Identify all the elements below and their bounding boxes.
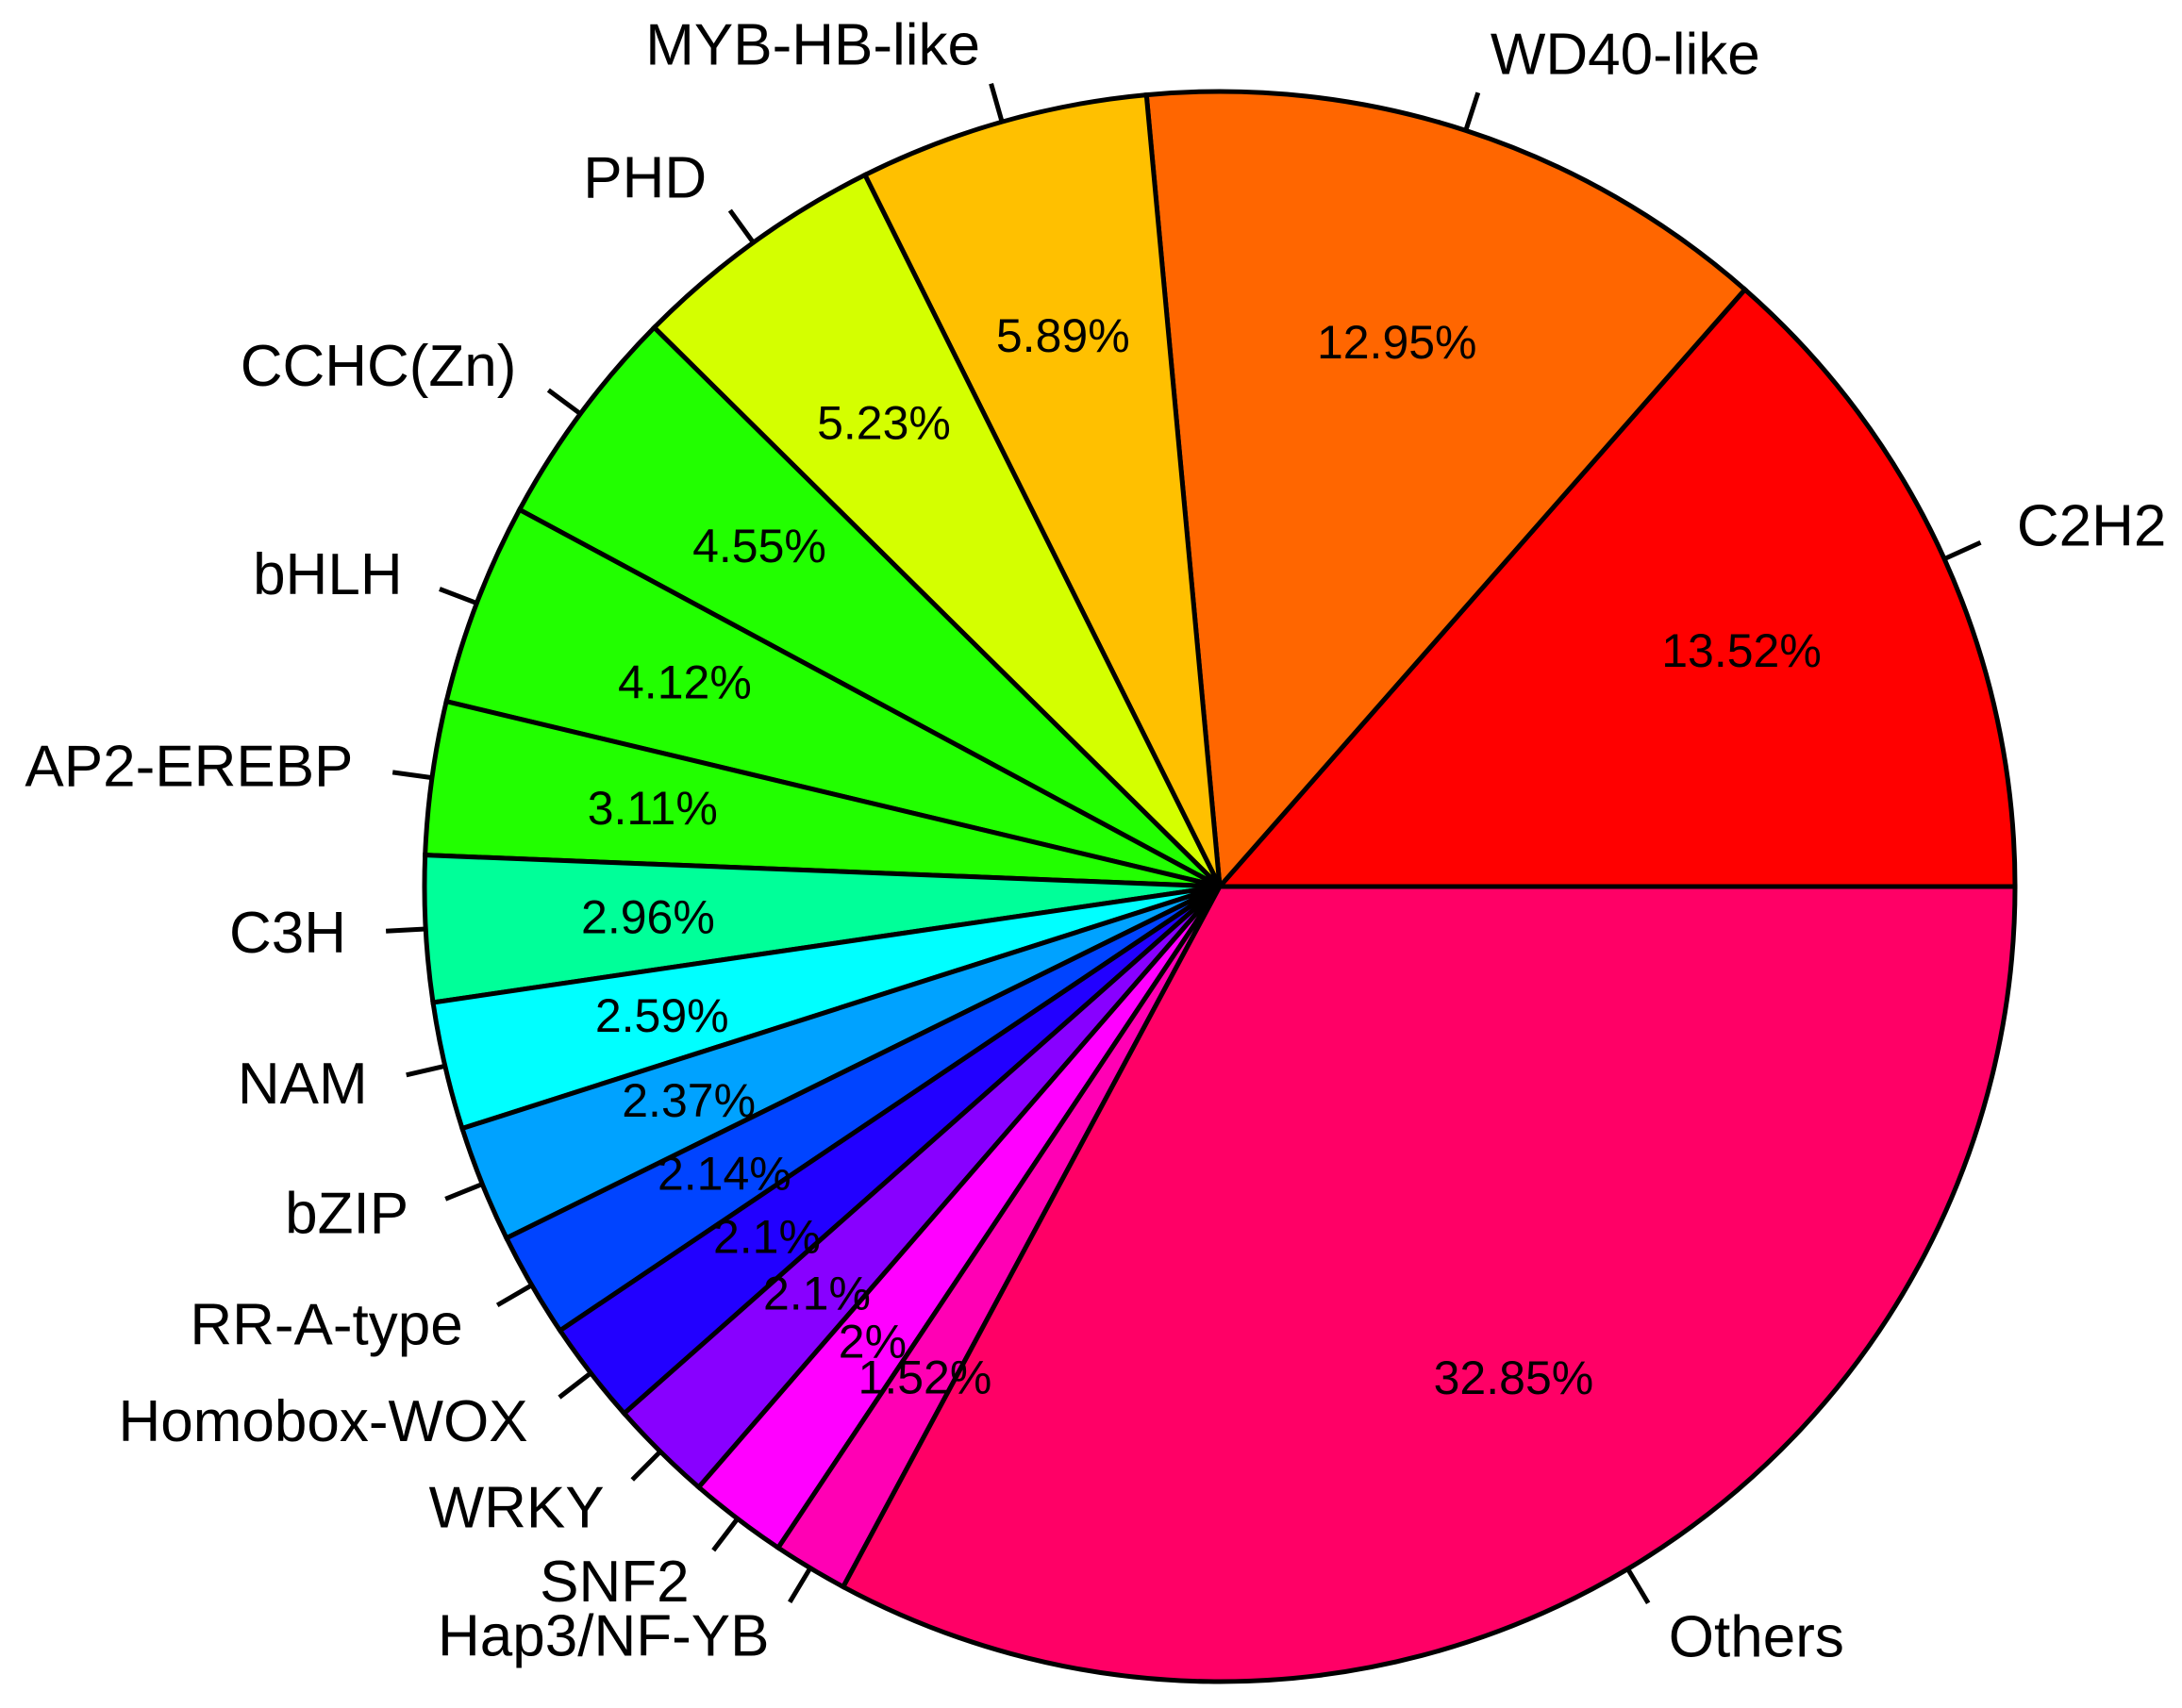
label-tick-snf2 (711, 1517, 740, 1552)
category-label-nam: NAM (238, 1052, 368, 1117)
percent-label-others: 32.85% (1434, 1351, 1594, 1404)
pie-slice-myb-hb-like (861, 91, 1223, 888)
category-label-wrky: WRKY (429, 1475, 605, 1540)
category-label-bzip: bZIP (285, 1182, 408, 1247)
percent-labels-layer: 13.52% 12.95% 5.89% 5.23% 4.55% 4.12% 3.11% 2.9… (581, 309, 1822, 1404)
percent-label-wd40-like: 12.95% (1317, 316, 1477, 369)
percent-label-c3h: 2.96% (581, 890, 715, 943)
pie-slice-wd40-like (1143, 89, 1749, 893)
percent-label-myb-hb-like: 5.89% (996, 309, 1130, 362)
percent-label-bzip: 2.37% (622, 1074, 756, 1127)
label-tick-cchc-zn (546, 388, 582, 416)
category-label-snf2: SNF2 (540, 1550, 689, 1615)
label-tick-rr-a-type (495, 1283, 533, 1308)
percent-label-snf2: 2% (839, 1316, 907, 1368)
percent-label-hap3-nf-yb: 1.52% (858, 1351, 992, 1403)
category-label-rr-a-type: RR-A-type (190, 1292, 462, 1357)
label-tick-wrky (630, 1450, 662, 1482)
category-label-phd: PHD (583, 145, 707, 210)
pie-slice-bhlh (443, 506, 1222, 889)
percent-label-nam: 2.59% (595, 989, 729, 1042)
label-tick-bzip (444, 1182, 484, 1202)
label-tick-c3h (385, 926, 426, 934)
percent-label-cchc-zn: 4.55% (692, 520, 826, 572)
percent-label-c2h2: 13.52% (1661, 624, 1822, 677)
category-label-homobox-wox: Homobox-WOX (118, 1389, 527, 1454)
label-tick-myb-hb-like (989, 83, 1005, 123)
category-label-ap2-erebp: AP2-EREBP (25, 735, 353, 800)
slices-layer (422, 89, 2018, 1684)
label-tick-bhlh (439, 587, 478, 605)
label-tick-homobox-wox (558, 1370, 592, 1400)
ticks-layer (385, 83, 1982, 1605)
category-label-c3h: C3H (229, 901, 346, 966)
percent-label-homobox-wox: 2.1% (713, 1210, 821, 1263)
label-tick-ap2-erebp (391, 770, 433, 781)
percent-label-wrky: 2.1% (763, 1267, 871, 1319)
category-label-cchc-zn: CCHC(Zn) (241, 334, 517, 399)
percent-label-phd: 5.23% (817, 396, 951, 449)
category-label-wd40-like: WD40-like (1491, 23, 1760, 88)
percent-label-ap2-erebp: 3.11% (588, 782, 718, 835)
label-tick-hap3-nf-yb (788, 1567, 813, 1604)
label-tick-phd (727, 208, 756, 244)
category-label-bhlh: bHLH (253, 542, 403, 607)
label-tick-wd40-like (1463, 91, 1481, 132)
pie-slice-phd (651, 172, 1223, 888)
percent-label-bhlh: 4.12% (618, 656, 752, 709)
pie-slice-others (840, 884, 2018, 1684)
label-tick-others (1625, 1567, 1651, 1605)
percent-label-rr-a-type: 2.14% (658, 1147, 791, 1200)
label-tick-c2h2 (1943, 539, 1982, 561)
category-label-others: Others (1669, 1604, 1844, 1669)
category-label-hap3-nf-yb: Hap3/NF-YB (438, 1603, 769, 1668)
category-label-c2h2: C2H2 (2017, 493, 2167, 558)
category-labels-layer: C2H2 WD40-like MYB-HB-like PHD CCHC(Zn) bHLH A… (25, 13, 2166, 1670)
label-tick-nam (406, 1063, 446, 1078)
category-label-myb-hb-like: MYB-HB-like (645, 13, 980, 78)
